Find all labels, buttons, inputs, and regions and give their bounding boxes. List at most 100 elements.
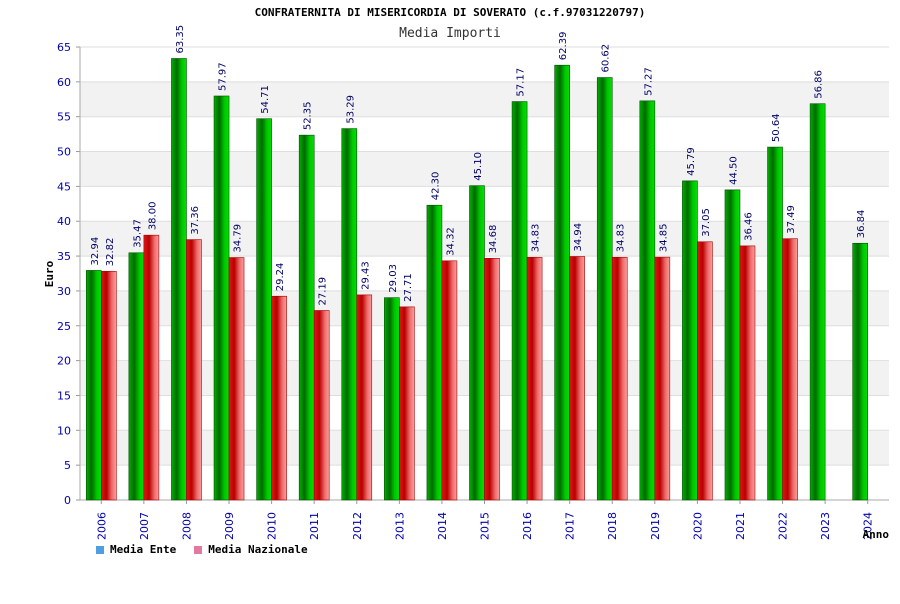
y-axis-ticks: 0 5 10 15 20 25 30 35 40 45 50 55 60 65 [57,41,71,507]
y-tick-label: 35 [57,250,71,263]
x-tick-label-2006: 2006 [95,512,108,540]
y-tick-label: 25 [57,320,71,333]
x-tick-label-2007: 2007 [138,512,151,540]
bar-ente-2009[interactable] [213,95,230,501]
label-ente-2006: 32.94 [90,237,101,266]
bar-nazionale-2021[interactable] [739,245,756,501]
bar-ente-2015[interactable] [469,185,485,501]
bar-ente-2018[interactable] [596,77,613,501]
bar-ente-2012[interactable] [341,128,358,501]
y-tick-label: 40 [57,215,71,228]
bar-ente-2024[interactable] [852,242,869,501]
bar-ente-2016[interactable] [511,101,528,501]
x-tick-label-2022: 2022 [777,512,790,540]
legend-swatch-ente [96,545,104,554]
label-ente-2011: 52.35 [303,102,314,131]
bar-nazionale-2022[interactable] [782,238,798,501]
label-nazionale-2013: 27.71 [403,273,414,302]
bar-ente-2014[interactable] [426,204,443,501]
x-tick-label-2017: 2017 [564,512,577,540]
y-tick-label: 60 [57,76,71,89]
bar-nazionale-2012[interactable] [356,294,373,501]
label-ente-2023: 56.86 [814,70,825,99]
x-tick-label-2020: 2020 [691,512,704,540]
label-ente-2008: 63.35 [175,25,186,54]
bar-ente-2011[interactable] [298,134,315,501]
y-tick-label: 65 [57,41,71,54]
y-tick-label: 15 [57,389,71,402]
x-tick-label-2024: 2024 [862,512,875,540]
x-tick-label-2016: 2016 [521,512,534,540]
bar-ente-2008[interactable] [171,58,187,501]
bar-ente-2007[interactable] [128,252,145,501]
bar-ente-2020[interactable] [682,180,698,501]
y-tick-label: 45 [57,180,71,193]
label-nazionale-2017: 34.94 [573,223,584,252]
label-nazionale-2008: 37.36 [190,206,201,235]
bar-ente-2022[interactable] [767,146,783,501]
bar-nazionale-2017[interactable] [569,256,585,501]
x-tick-label-2012: 2012 [351,512,364,540]
bar-ente-2017[interactable] [554,64,570,501]
legend-label-ente: Media Ente [110,543,177,556]
x-tick-label-2014: 2014 [436,512,449,540]
x-tick-label-2015: 2015 [479,512,492,540]
x-tick-label-2013: 2013 [393,512,406,540]
bar-nazionale-2006[interactable] [100,270,117,501]
label-ente-2019: 57.27 [643,67,654,96]
bar-ente-2021[interactable] [724,189,741,501]
bar-ente-2013[interactable] [384,297,400,501]
legend: Media Ente Media Nazionale [96,543,308,556]
x-tick-label-2010: 2010 [266,512,279,540]
bar-nazionale-2019[interactable] [654,256,671,501]
chart-subtitle: Media Importi [399,26,501,41]
label-ente-2020: 45.79 [686,147,697,176]
legend-label-nazionale: Media Nazionale [208,543,308,556]
chart-title: CONFRATERNITA DI MISERICORDIA DI SOVERAT… [255,6,646,19]
label-ente-2013: 29.03 [388,264,399,293]
x-tick-label-2011: 2011 [308,512,321,540]
label-nazionale-2011: 27.19 [318,277,329,306]
bar-nazionale-2020[interactable] [697,241,713,501]
bar-nazionale-2013[interactable] [399,306,415,501]
label-ente-2018: 60.62 [601,44,612,73]
x-tick-label-2008: 2008 [180,512,193,540]
label-nazionale-2022: 37.49 [786,205,797,234]
bar-ente-2006[interactable] [85,270,102,501]
y-tick-label: 10 [57,424,71,437]
label-ente-2014: 42.30 [430,172,441,201]
label-nazionale-2019: 34.85 [658,223,669,252]
bar-nazionale-2007[interactable] [143,234,160,501]
bar-nazionale-2011[interactable] [313,310,330,501]
label-nazionale-2021: 36.46 [743,212,754,241]
bar-nazionale-2008[interactable] [186,239,202,501]
legend-item-nazionale[interactable]: Media Nazionale [194,543,308,556]
label-ente-2022: 50.64 [771,113,782,142]
bar-nazionale-2016[interactable] [526,256,543,501]
label-ente-2016: 57.17 [516,68,527,97]
x-tick-label-2023: 2023 [819,512,832,540]
bar-nazionale-2014[interactable] [441,260,458,501]
bar-nazionale-2010[interactable] [271,295,287,501]
legend-item-ente[interactable]: Media Ente [96,543,176,556]
label-nazionale-2007: 38.00 [147,202,158,231]
x-axis-label: Anno [863,528,890,541]
x-tick-label-2009: 2009 [223,512,236,540]
bar-nazionale-2018[interactable] [611,256,628,501]
y-tick-label: 20 [57,355,71,368]
bar-ente-2019[interactable] [639,100,656,501]
bar-nazionale-2015[interactable] [484,258,500,501]
grid-band [80,81,889,117]
label-nazionale-2016: 34.83 [531,224,542,253]
label-ente-2024: 36.84 [856,210,867,239]
x-axis-ticks: 2006 2007 2008 2009 2010 2011 2012 2013 2014 2015… [95,500,875,540]
bar-nazionale-2009[interactable] [228,257,245,501]
label-ente-2010: 54.71 [260,85,271,114]
label-nazionale-2006: 32.82 [105,238,116,267]
label-nazionale-2014: 34.32 [445,227,456,256]
bar-ente-2010[interactable] [256,118,272,501]
bar-ente-2023[interactable] [809,103,826,501]
label-ente-2009: 57.97 [218,62,229,91]
label-nazionale-2018: 34.83 [616,224,627,253]
